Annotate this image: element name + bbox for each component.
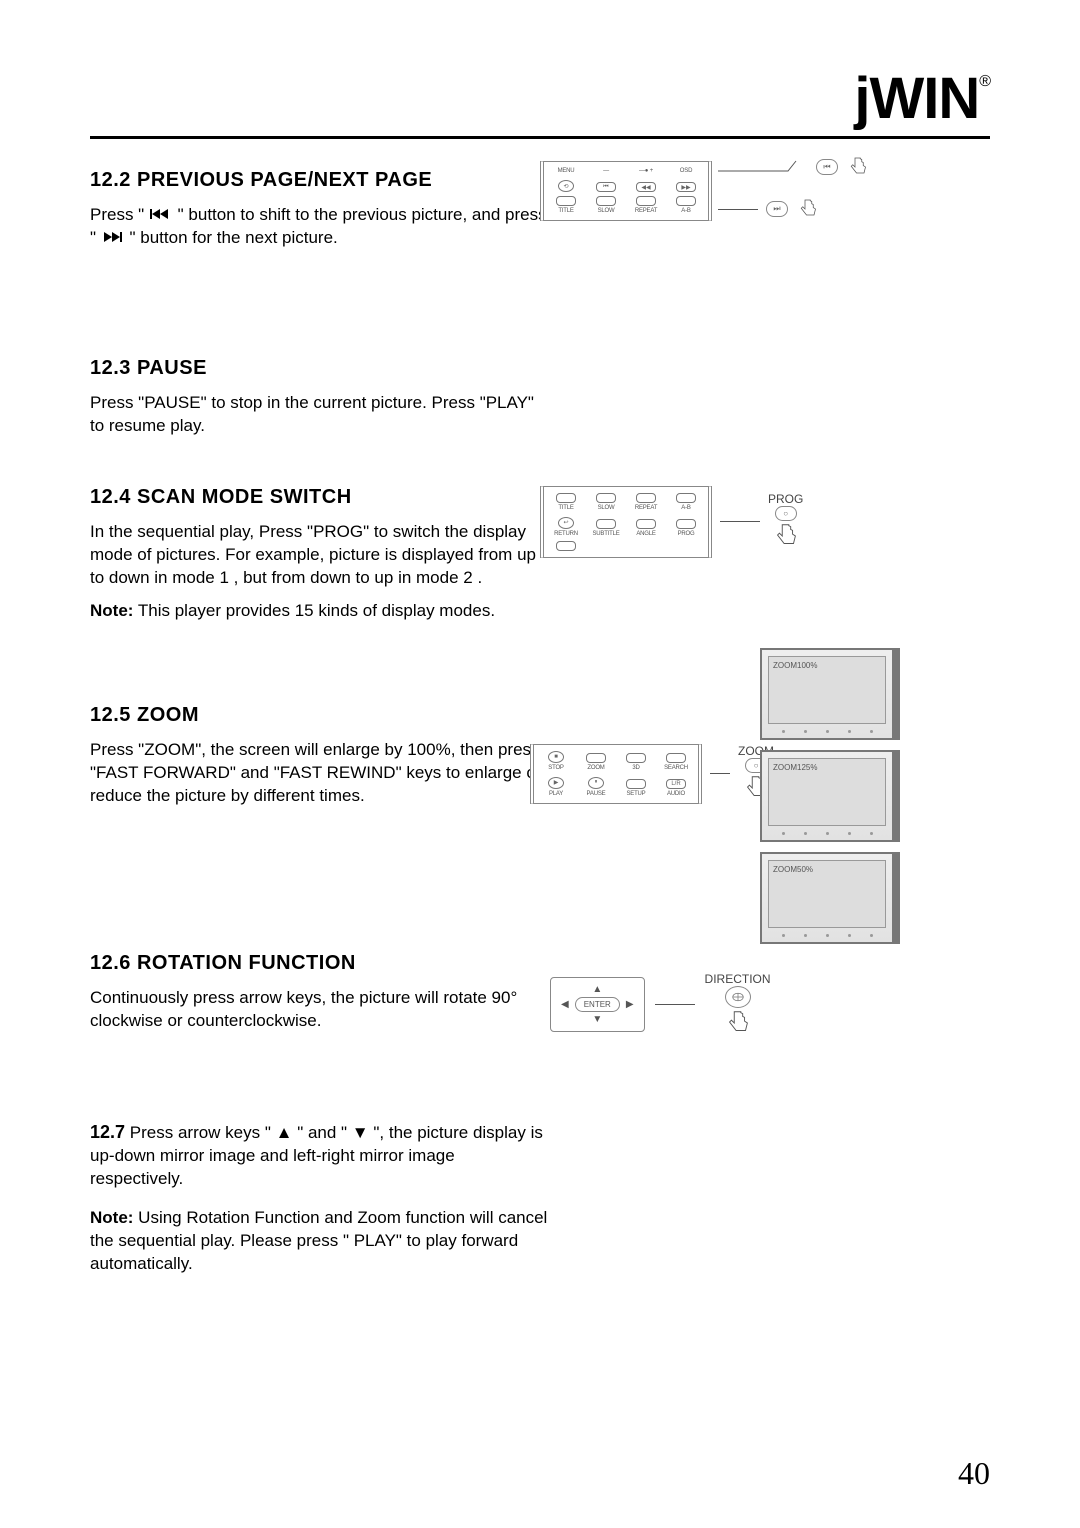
remote-label: PAUSE xyxy=(587,791,606,797)
remote-label: AUDIO xyxy=(667,791,685,797)
remote-label: ANGLE xyxy=(636,531,655,537)
arrow-up-icon: ▲ xyxy=(276,1122,293,1145)
remote-label: TITLE xyxy=(558,208,573,214)
section-12-6: 12.6 ROTATION FUNCTION Continuously pres… xyxy=(90,952,990,1072)
remote-label: PLAY xyxy=(549,791,563,797)
direction-pad: ◀ ▲ ENTER ▼ ▶ xyxy=(550,977,645,1032)
section-lead: 12.7 xyxy=(90,1122,125,1142)
text: Press " xyxy=(90,205,149,224)
next-track-icon: ⏭ xyxy=(766,201,788,217)
hand-pointer-icon xyxy=(796,197,820,221)
arrow-right-icon: ▶ xyxy=(626,999,634,1010)
remote-label: STOP xyxy=(548,765,563,771)
illustration-12-2: MENU — —● + OSD ⟲ ⏮ ◀◀ ▶▶ TITLE SLOW xyxy=(540,161,940,221)
illustration-12-5-remote: ■STOP ZOOM 3D SEARCH ▶PLAY ⏸PAUSE SETUP … xyxy=(530,744,774,804)
tv-zoom-50: ZOOM50% xyxy=(760,852,900,944)
remote-label: SLOW xyxy=(598,505,615,511)
remote-fragment: TITLE SLOW REPEAT A-B ↩RETURN SUBTITLE A… xyxy=(540,486,712,558)
arrow-down-icon: ▼ xyxy=(592,1014,602,1025)
tv-osd-text: ZOOM50% xyxy=(773,865,813,874)
callout-next: ⏭ xyxy=(718,197,870,221)
text: " button for the next picture. xyxy=(130,228,338,247)
remote-label: A-B xyxy=(681,505,690,511)
prog-button-icon: ○ xyxy=(775,506,797,521)
enter-button: ENTER xyxy=(575,997,620,1012)
callout-label: DIRECTION xyxy=(705,972,771,986)
hand-pointer-icon xyxy=(723,1008,753,1038)
page-number: 40 xyxy=(958,1455,990,1492)
note-label: Note: xyxy=(90,1208,133,1227)
section-12-7: 12.7 Press arrow keys " ▲ " and " ▼ ", t… xyxy=(90,1120,990,1276)
remote-label: SETUP xyxy=(626,791,645,797)
remote-label: SLOW xyxy=(598,208,615,214)
remote-label: PROG xyxy=(678,531,695,537)
arrow-down-icon: ▼ xyxy=(352,1122,369,1145)
remote-label: A-B xyxy=(681,208,690,214)
section-body: Press " " button to shift to the previou… xyxy=(90,204,550,250)
note-label: Note: xyxy=(90,601,133,620)
illustration-12-6: ◀ ▲ ENTER ▼ ▶ DIRECTION xyxy=(550,972,771,1038)
remote-label: RETURN xyxy=(554,531,578,537)
section-body: 12.7 Press arrow keys " ▲ " and " ▼ ", t… xyxy=(90,1120,550,1191)
section-body: In the sequential play, Press "PROG" to … xyxy=(90,521,550,590)
header-rule: jWIN® xyxy=(90,70,990,139)
prev-track-icon xyxy=(149,204,173,227)
brand-registered: ® xyxy=(979,73,990,90)
arrow-left-icon: ◀ xyxy=(561,999,569,1010)
remote-label: ZOOM xyxy=(587,765,604,771)
remote-label: — xyxy=(603,168,609,174)
next-track-icon xyxy=(101,227,125,250)
remote-label: OSD xyxy=(680,168,692,174)
section-title: 12.6 ROTATION FUNCTION xyxy=(90,952,990,975)
remote-label: SUBTITLE xyxy=(592,531,619,537)
arrow-up-icon: ▲ xyxy=(592,984,602,995)
illustration-12-5-tvs: ZOOM100% ZOOM125% ZOOM50% xyxy=(760,648,900,944)
remote-fragment: MENU — —● + OSD ⟲ ⏮ ◀◀ ▶▶ TITLE SLOW xyxy=(540,161,712,221)
section-title: 12.3 PAUSE xyxy=(90,357,990,380)
tv-osd-text: ZOOM100% xyxy=(773,661,817,670)
illustration-12-4: TITLE SLOW REPEAT A-B ↩RETURN SUBTITLE A… xyxy=(540,486,803,558)
note-text: This player provides 15 kinds of display… xyxy=(133,601,495,620)
direction-button-icon xyxy=(725,986,751,1008)
section-body: Press "ZOOM", the screen will enlarge by… xyxy=(90,739,550,808)
hand-pointer-icon xyxy=(771,521,801,551)
callout-prev: ⏮ xyxy=(718,155,870,179)
remote-label: MENU xyxy=(558,168,575,174)
tv-osd-text: ZOOM125% xyxy=(773,763,817,772)
hand-pointer-icon xyxy=(846,155,870,179)
section-note: Note: Using Rotation Function and Zoom f… xyxy=(90,1207,550,1276)
section-body: Press "PAUSE" to stop in the current pic… xyxy=(90,392,550,438)
prev-track-icon: ⏮ xyxy=(816,159,838,175)
tv-zoom-125: ZOOM125% xyxy=(760,750,900,842)
remote-label: 3D xyxy=(632,765,639,771)
remote-label: TITLE xyxy=(558,505,573,511)
tv-zoom-100: ZOOM100% xyxy=(760,648,900,740)
text: " and " xyxy=(297,1123,352,1142)
remote-label: REPEAT xyxy=(635,505,657,511)
section-body: Continuously press arrow keys, the pictu… xyxy=(90,987,550,1033)
note-text: Using Rotation Function and Zoom functio… xyxy=(90,1208,547,1273)
brand-text: jWIN xyxy=(854,66,979,131)
remote-label: SEARCH xyxy=(664,765,688,771)
remote-label: —● + xyxy=(639,168,653,174)
brand-logo: jWIN® xyxy=(854,70,990,128)
remote-label: REPEAT xyxy=(635,208,657,214)
section-12-3: 12.3 PAUSE Press "PAUSE" to stop in the … xyxy=(90,357,990,438)
section-12-4: 12.4 SCAN MODE SWITCH In the sequential … xyxy=(90,486,990,656)
callout-label: PROG xyxy=(768,492,803,506)
section-12-5: 12.5 ZOOM Press "ZOOM", the screen will … xyxy=(90,704,990,904)
section-note: Note: This player provides 15 kinds of d… xyxy=(90,600,550,623)
text: Press arrow keys " xyxy=(125,1123,276,1142)
section-12-2: 12.2 PREVIOUS PAGE/NEXT PAGE Press " " b… xyxy=(90,169,990,309)
remote-fragment: ■STOP ZOOM 3D SEARCH ▶PLAY ⏸PAUSE SETUP … xyxy=(530,744,702,804)
